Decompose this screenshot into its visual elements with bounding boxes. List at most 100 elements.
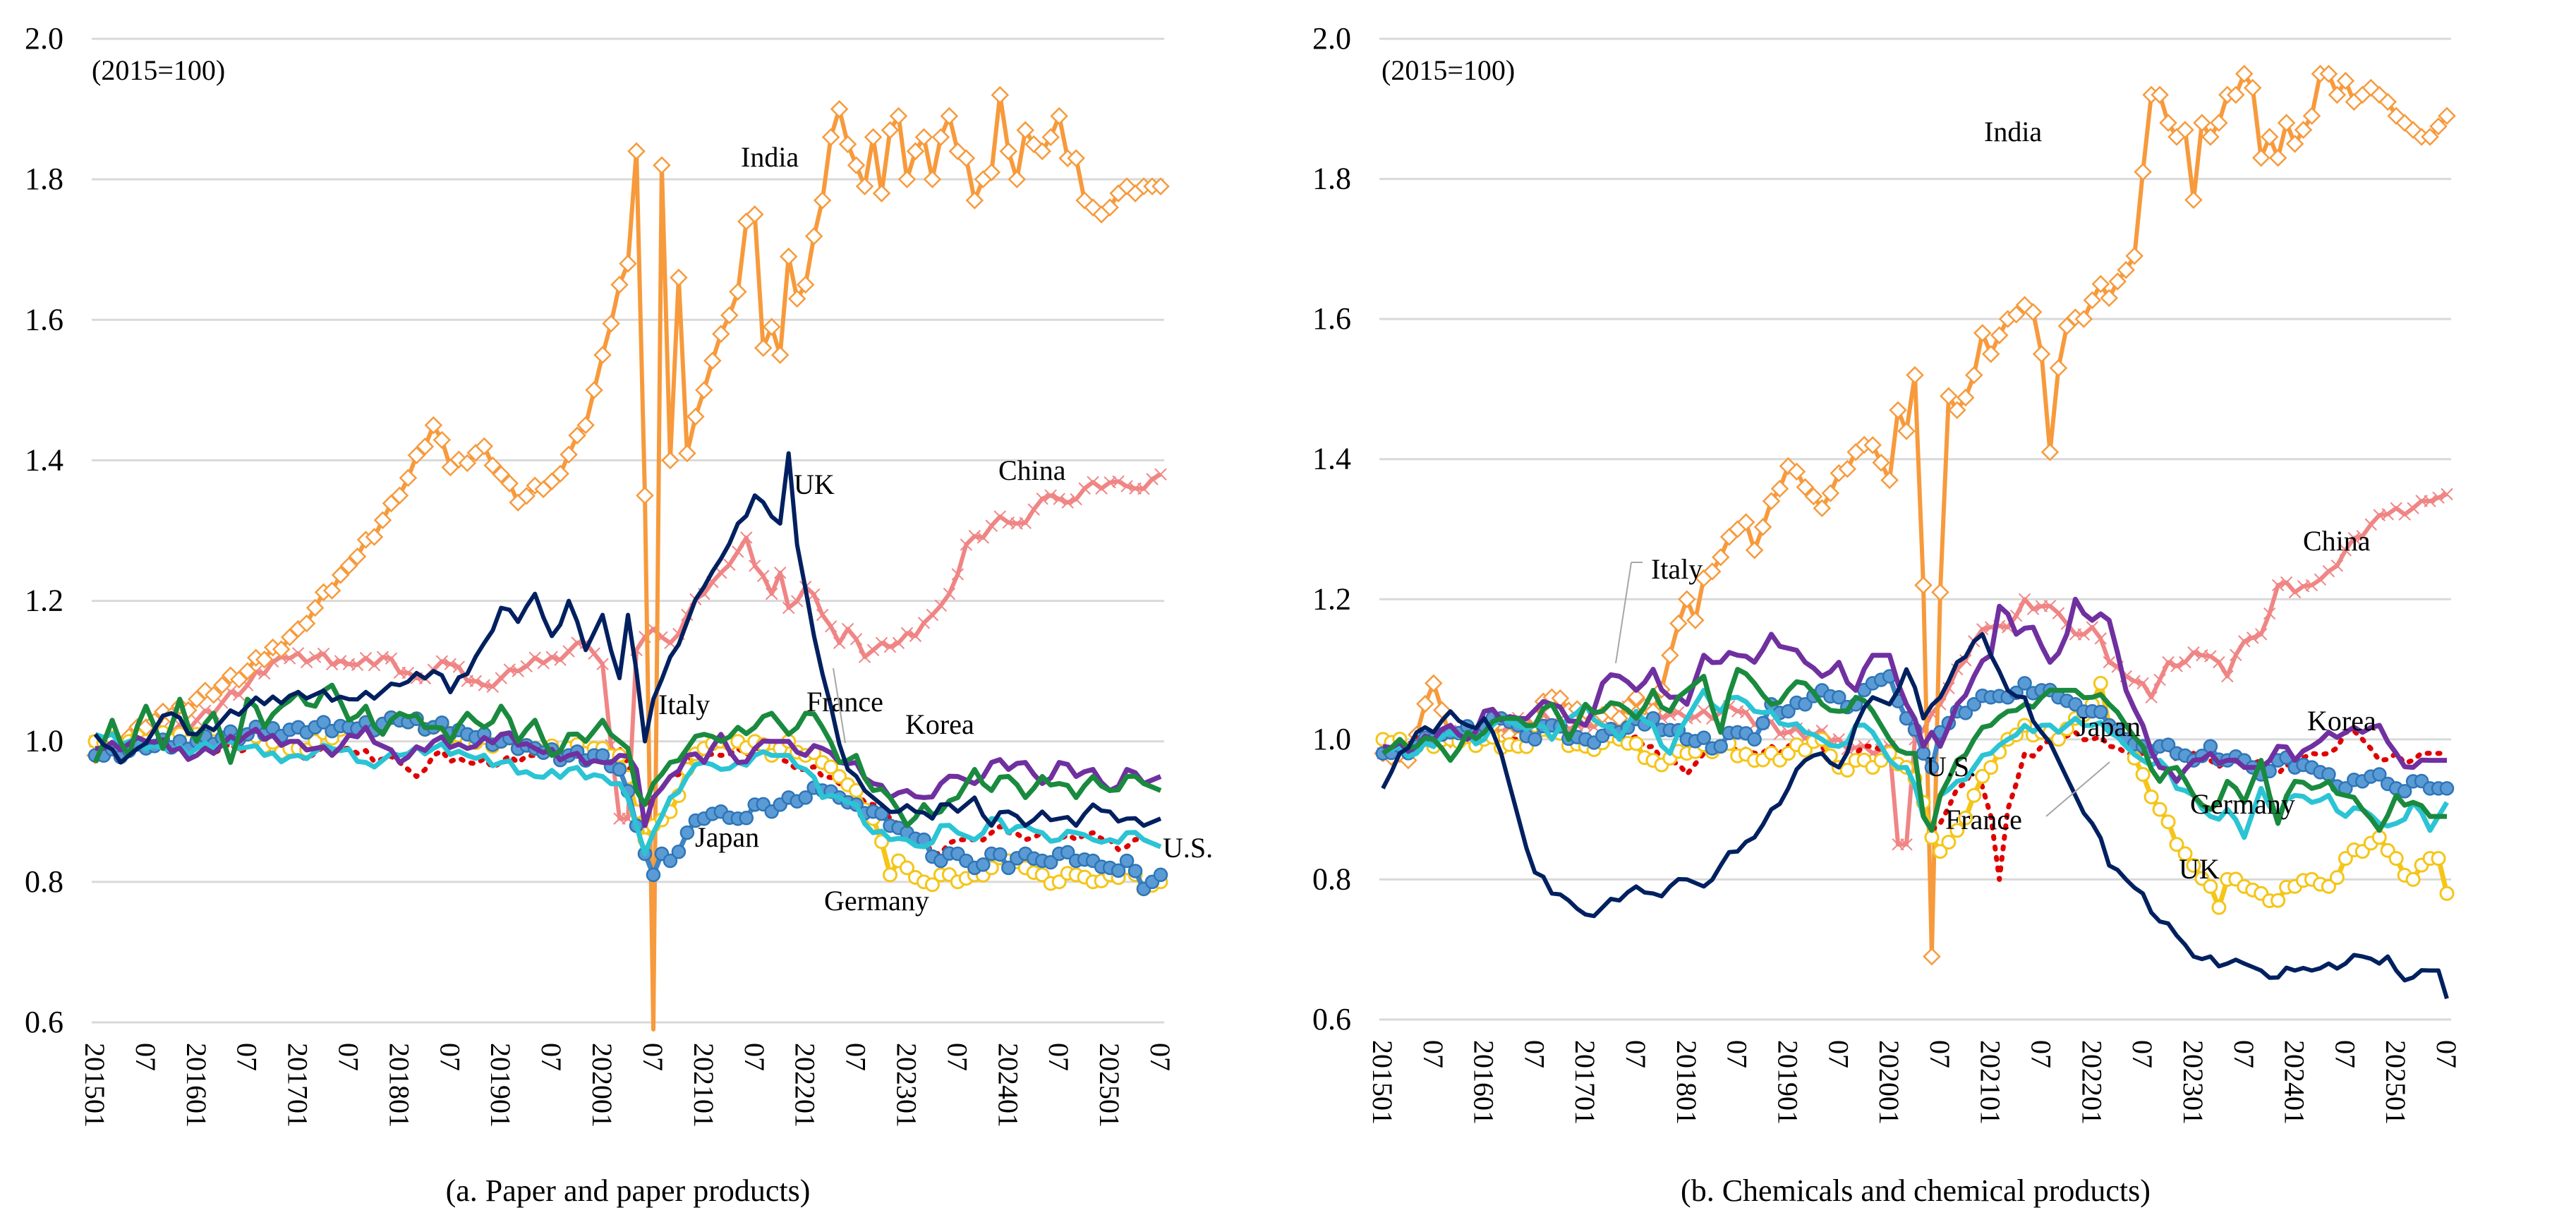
point-india <box>1753 518 1772 536</box>
point-india <box>602 314 620 333</box>
point-india <box>2328 85 2347 104</box>
point-germany <box>2270 893 2286 908</box>
point-china <box>2288 586 2302 599</box>
point-china <box>2094 632 2108 645</box>
point-india <box>965 191 984 210</box>
label-italy: Italy <box>1651 553 1703 585</box>
point-china <box>1782 726 1795 739</box>
point-india <box>940 107 959 126</box>
point-india <box>796 275 815 294</box>
point-india <box>2438 107 2456 125</box>
point-india <box>1416 694 1434 713</box>
point-india <box>322 581 341 600</box>
point-india <box>2268 149 2287 167</box>
x-tick-label: 07 <box>536 1043 567 1071</box>
y-tick-label: 1.4 <box>1312 442 1351 476</box>
point-india <box>348 548 367 566</box>
point-india <box>931 128 950 147</box>
point-germany <box>1034 867 1050 883</box>
point-india <box>593 346 612 364</box>
point-china <box>723 558 736 572</box>
point-india <box>500 474 519 492</box>
point-germany <box>2135 767 2151 782</box>
point-india <box>568 426 586 445</box>
point-china <box>1146 473 1159 485</box>
point-india <box>889 107 908 126</box>
series-group <box>86 85 1170 1032</box>
label-italy: Italy <box>658 689 710 720</box>
point-india <box>1889 401 1907 419</box>
point-india <box>1050 107 1068 126</box>
point-india <box>2151 85 2169 104</box>
point-india <box>1813 499 1832 517</box>
x-tick-label: 07 <box>1417 1040 1449 1068</box>
point-china <box>2424 495 2436 507</box>
point-japan <box>1755 715 1770 731</box>
point-india <box>1711 548 1730 567</box>
series-india <box>1374 64 2456 966</box>
point-india <box>1931 583 1949 602</box>
point-china <box>444 658 457 670</box>
x-tick-label: 202201 <box>2076 1040 2108 1125</box>
point-china <box>2238 635 2251 648</box>
point-india <box>2159 114 2177 132</box>
y-tick-label: 2.0 <box>25 21 64 56</box>
point-india <box>636 486 654 504</box>
point-india <box>670 268 688 287</box>
point-germany <box>2211 900 2227 915</box>
point-india <box>1627 688 1645 707</box>
point-china <box>1154 468 1167 481</box>
point-japan <box>1696 730 1712 745</box>
point-india <box>1703 562 1722 581</box>
point-china <box>2381 508 2394 521</box>
point-germany <box>2177 846 2193 862</box>
point-japan <box>2017 676 2032 691</box>
x-tick-label: 201801 <box>383 1043 415 1128</box>
point-japan <box>993 847 1008 862</box>
point-china <box>875 636 888 650</box>
base-note: (2015=100) <box>1381 54 1515 86</box>
point-germany <box>2203 878 2218 894</box>
point-china <box>2305 579 2318 592</box>
point-germany <box>1051 874 1067 890</box>
point-china <box>790 595 804 608</box>
point-china <box>934 599 948 612</box>
point-india <box>2040 443 2060 461</box>
label-korea: Korea <box>2307 705 2376 737</box>
point-china <box>2254 628 2268 641</box>
point-india <box>678 444 696 463</box>
point-china <box>325 658 339 671</box>
point-germany <box>2093 675 2108 691</box>
point-china <box>2077 628 2091 641</box>
point-china <box>909 629 922 643</box>
point-india <box>2049 358 2068 377</box>
point-india <box>991 85 1010 104</box>
point-china <box>1070 492 1082 506</box>
point-india <box>255 651 274 669</box>
point-germany <box>1924 830 1940 845</box>
point-china <box>2390 502 2402 514</box>
point-japan <box>1119 853 1135 869</box>
series-korea <box>1382 596 2447 784</box>
point-china <box>1019 516 1032 529</box>
point-india <box>729 282 747 301</box>
point-india <box>2074 310 2093 328</box>
point-china <box>588 647 600 660</box>
point-china <box>258 667 271 680</box>
point-india <box>821 128 840 147</box>
point-india <box>2083 291 2102 310</box>
x-tick-label: 202401 <box>992 1043 1024 1128</box>
series-uk <box>1381 631 2449 1000</box>
y-tick-label: 1.6 <box>1312 301 1351 336</box>
leader-line-italy-2 <box>1615 562 1632 664</box>
point-china <box>1078 482 1091 495</box>
point-china <box>2407 502 2419 514</box>
point-china <box>849 633 863 646</box>
point-india <box>754 339 773 357</box>
point-india <box>2378 92 2397 111</box>
point-china <box>2213 655 2225 669</box>
x-tick-label: 201901 <box>1772 1040 1803 1125</box>
x-tick-labels: 201501 07 201601 07 201701 07 201801 07 201901 07… <box>79 1043 1176 1128</box>
point-china <box>435 655 449 667</box>
point-germany <box>1941 835 1957 850</box>
